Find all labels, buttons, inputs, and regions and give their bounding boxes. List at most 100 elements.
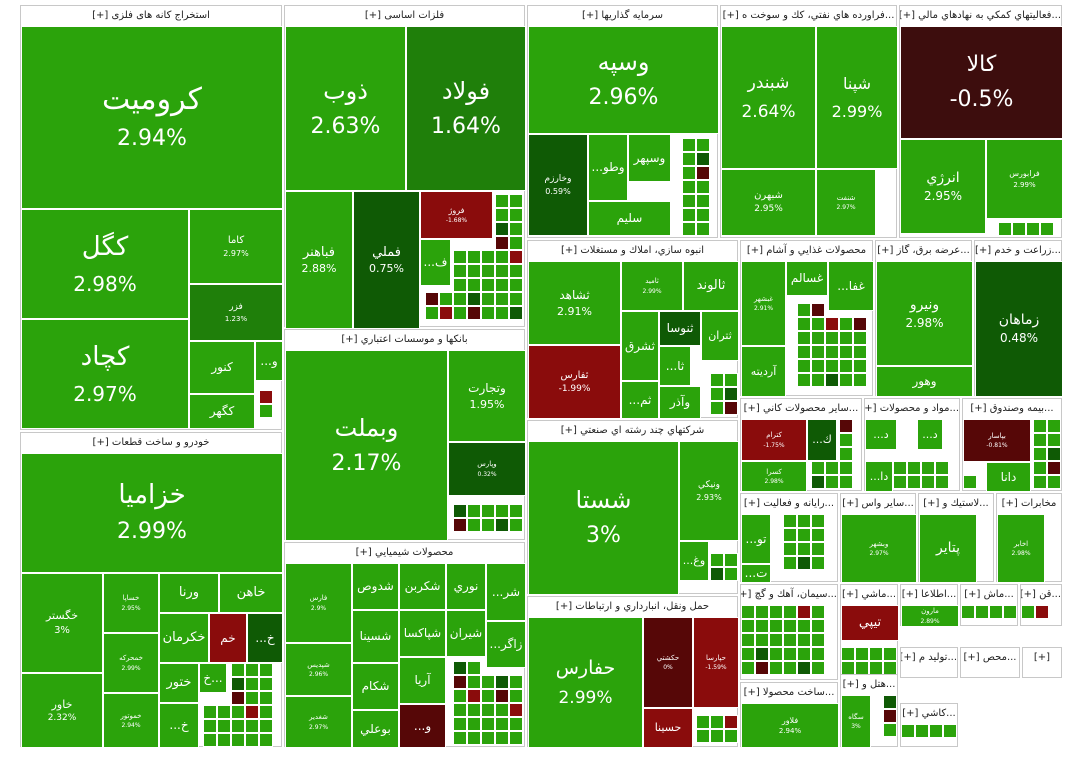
- stock-tile[interactable]: زماهان 0.48%: [975, 261, 1063, 397]
- sector-block[interactable]: ...ماشي [+] تيپي: [840, 584, 899, 680]
- stock-tile[interactable]: ...د: [865, 419, 897, 450]
- sector-header[interactable]: ...كاشي [+]: [901, 704, 957, 724]
- sector-header[interactable]: استخراج کانه های فلزی [+]: [21, 6, 281, 26]
- stock-tile[interactable]: وسپهر: [628, 134, 671, 182]
- stock-tile[interactable]: ...و: [399, 704, 446, 748]
- sector-block[interactable]: ...ماش [+]: [960, 584, 1018, 626]
- stock-tile[interactable]: فولاد 1.64%: [406, 26, 526, 191]
- sector-block[interactable]: ...عرضه برق، گاز [+] ونيرو 2.98% وهور: [875, 240, 973, 397]
- sector-header[interactable]: ...سيمان، آهك و گچ [+]: [741, 585, 837, 605]
- stock-tile[interactable]: خاهن: [219, 573, 283, 613]
- sector-header[interactable]: ...فعاليتهاي كمكي به نهادهاي مالي [+]: [900, 6, 1061, 26]
- stock-tile[interactable]: پتاير: [919, 514, 977, 583]
- stock-tile[interactable]: ثشرق: [621, 311, 659, 381]
- sector-header[interactable]: حمل ونقل، انبارداري و ارتباطات [+]: [528, 597, 737, 617]
- stock-tile[interactable]: اخابر 2.98%: [997, 514, 1045, 583]
- stock-tile[interactable]: نوري: [446, 563, 486, 610]
- sector-header[interactable]: مخابرات [+]: [997, 494, 1061, 514]
- sector-block[interactable]: ...لاستيك و [+] پتاير: [918, 493, 994, 583]
- stock-tile[interactable]: دانا: [986, 462, 1031, 492]
- sector-header[interactable]: خودرو و ساخت قطعات [+]: [21, 433, 281, 453]
- stock-tile[interactable]: وهور: [876, 366, 973, 397]
- stock-tile[interactable]: ...ثا: [659, 346, 691, 386]
- sector-block[interactable]: ...هتل و [+] سگاه 3%: [840, 674, 898, 748]
- stock-tile[interactable]: خزاميا 2.99%: [21, 453, 283, 573]
- sector-header[interactable]: ...لاستيك و [+]: [919, 494, 993, 514]
- sector-block[interactable]: ...سيمان، آهك و گچ [+]: [740, 584, 838, 680]
- sector-header[interactable]: ...اطلاعا [+]: [901, 585, 957, 605]
- stock-tile[interactable]: مارون 2.89%: [901, 605, 959, 627]
- sector-block[interactable]: ...بيمه وصندوق [+] بپاسار -0.81% دانا: [962, 398, 1062, 492]
- stock-tile[interactable]: ورنا: [159, 573, 219, 613]
- stock-tile[interactable]: حپارسا -1.59%: [693, 617, 739, 708]
- stock-tile[interactable]: ...شر: [486, 563, 526, 621]
- stock-tile[interactable]: ثتران: [701, 311, 739, 361]
- stock-tile[interactable]: شپديس 2.96%: [285, 643, 352, 696]
- stock-tile[interactable]: ...تو: [741, 514, 771, 564]
- sector-block[interactable]: ...رايانه و فعاليت [+] ...تو ...ت: [740, 493, 838, 583]
- stock-tile[interactable]: وبملت 2.17%: [285, 350, 448, 541]
- sector-block[interactable]: ...فعاليتهاي كمكي به نهادهاي مالي [+] كال…: [899, 5, 1063, 238]
- stock-tile[interactable]: كسرا 2.98%: [741, 461, 807, 492]
- sector-block[interactable]: ...زراعت و خدم [+] زماهان 0.48%: [974, 240, 1063, 397]
- sector-header[interactable]: شركتهاي چند رشته اي صنعتي [+]: [528, 421, 737, 441]
- sector-block[interactable]: محصولات شيميايي [+] فارس 2.9% شدوص شکربن نوري…: [284, 542, 526, 748]
- stock-tile[interactable]: شبهرن 2.95%: [721, 169, 816, 236]
- stock-tile[interactable]: ...خ: [247, 613, 283, 663]
- stock-tile[interactable]: حسينا: [643, 708, 693, 748]
- stock-tile[interactable]: كترام -1.75%: [741, 419, 807, 461]
- stock-tile[interactable]: بپاسار -0.81%: [963, 419, 1031, 462]
- stock-tile[interactable]: حفارس 2.99%: [528, 617, 643, 748]
- stock-tile[interactable]: غبشهر 2.91%: [741, 261, 786, 346]
- sector-block[interactable]: ...فراورده هاي نفتي، كك و سوخت ه [+] شبند…: [720, 5, 898, 238]
- stock-tile[interactable]: وآذر: [659, 386, 701, 419]
- stock-tile[interactable]: ثالوند: [683, 261, 739, 311]
- sector-header[interactable]: ...ماشي [+]: [841, 585, 897, 605]
- stock-tile[interactable]: کاما 2.97%: [189, 209, 283, 284]
- stock-tile[interactable]: سگاه 3%: [841, 695, 871, 748]
- stock-tile[interactable]: سليم: [588, 201, 671, 236]
- stock-tile[interactable]: ونيکي 2.93%: [679, 441, 739, 541]
- stock-tile[interactable]: ثاميد 2.99%: [621, 261, 683, 311]
- sector-block[interactable]: ...ساخت محصولا [+] فلاور 2.94%: [740, 682, 839, 748]
- sector-block[interactable]: ...مواد و محصولات [+] ...د ...د ...دا: [864, 398, 960, 492]
- stock-tile[interactable]: وبشهر 2.97%: [841, 514, 917, 583]
- stock-tile[interactable]: انرژي 2.95%: [900, 139, 986, 234]
- stock-tile[interactable]: خساپا 2.95%: [103, 573, 159, 633]
- stock-tile[interactable]: خمحرکه 2.99%: [103, 633, 159, 693]
- sector-header[interactable]: سرمايه گذاريها [+]: [528, 6, 717, 26]
- stock-tile[interactable]: کنور: [189, 341, 255, 394]
- sector-header[interactable]: بانكها و موسسات اعتباري [+]: [285, 330, 524, 350]
- stock-tile[interactable]: ثفارس -1.99%: [528, 345, 621, 419]
- stock-tile[interactable]: وپارس 0.32%: [448, 442, 526, 496]
- sector-header[interactable]: محصولات شيميايي [+]: [285, 543, 524, 563]
- stock-tile[interactable]: شپنا 2.99%: [816, 26, 898, 169]
- sector-block[interactable]: ...اطلاعا [+] مارون 2.89%: [900, 584, 959, 627]
- sector-header[interactable]: ...رايانه و فعاليت [+]: [741, 494, 837, 514]
- stock-tile[interactable]: شکام: [352, 663, 399, 710]
- sector-header[interactable]: محصولات غذايي و آشام [+]: [741, 241, 872, 261]
- stock-tile[interactable]: شدوص: [352, 563, 399, 610]
- sector-block[interactable]: ...كاشي [+]: [900, 703, 958, 747]
- stock-tile[interactable]: وخارزم 0.59%: [528, 134, 588, 236]
- stock-tile[interactable]: کگهر: [189, 394, 255, 429]
- stock-tile[interactable]: ثنوسا: [659, 311, 701, 346]
- stock-tile[interactable]: ختور: [159, 663, 199, 703]
- sector-block[interactable]: ...ساير محصولات كاني [+] كترام -1.75% ...ك ك…: [740, 398, 862, 492]
- stock-tile[interactable]: خم: [209, 613, 247, 663]
- stock-tile[interactable]: فباهنر 2.88%: [285, 191, 353, 329]
- sector-block[interactable]: ...محص [+]: [960, 647, 1020, 678]
- stock-tile[interactable]: وتجارت 1.95%: [448, 350, 526, 442]
- stock-tile[interactable]: ذوب 2.63%: [285, 26, 406, 191]
- sector-block[interactable]: حمل ونقل، انبارداري و ارتباطات [+] حفارس 2…: [527, 596, 739, 748]
- sector-block[interactable]: محصولات غذايي و آشام [+] غبشهر 2.91% غسالم.…: [740, 240, 874, 397]
- stock-tile[interactable]: ...ك: [807, 419, 837, 461]
- sector-header[interactable]: ...توليد م [+]: [901, 648, 957, 668]
- stock-tile[interactable]: فروژ -1.68%: [420, 191, 493, 239]
- sector-header[interactable]: ...ساير محصولات كاني [+]: [741, 399, 861, 419]
- stock-tile[interactable]: خموتور 2.94%: [103, 693, 159, 748]
- stock-tile[interactable]: ...وطو: [588, 134, 628, 201]
- sector-block[interactable]: شركتهاي چند رشته اي صنعتي [+] شستا 3% ونيکي…: [527, 420, 739, 595]
- sector-header[interactable]: ...فراورده هاي نفتي، كك و سوخت ه [+]: [721, 6, 896, 26]
- stock-tile[interactable]: كالا -0.5%: [900, 26, 1063, 139]
